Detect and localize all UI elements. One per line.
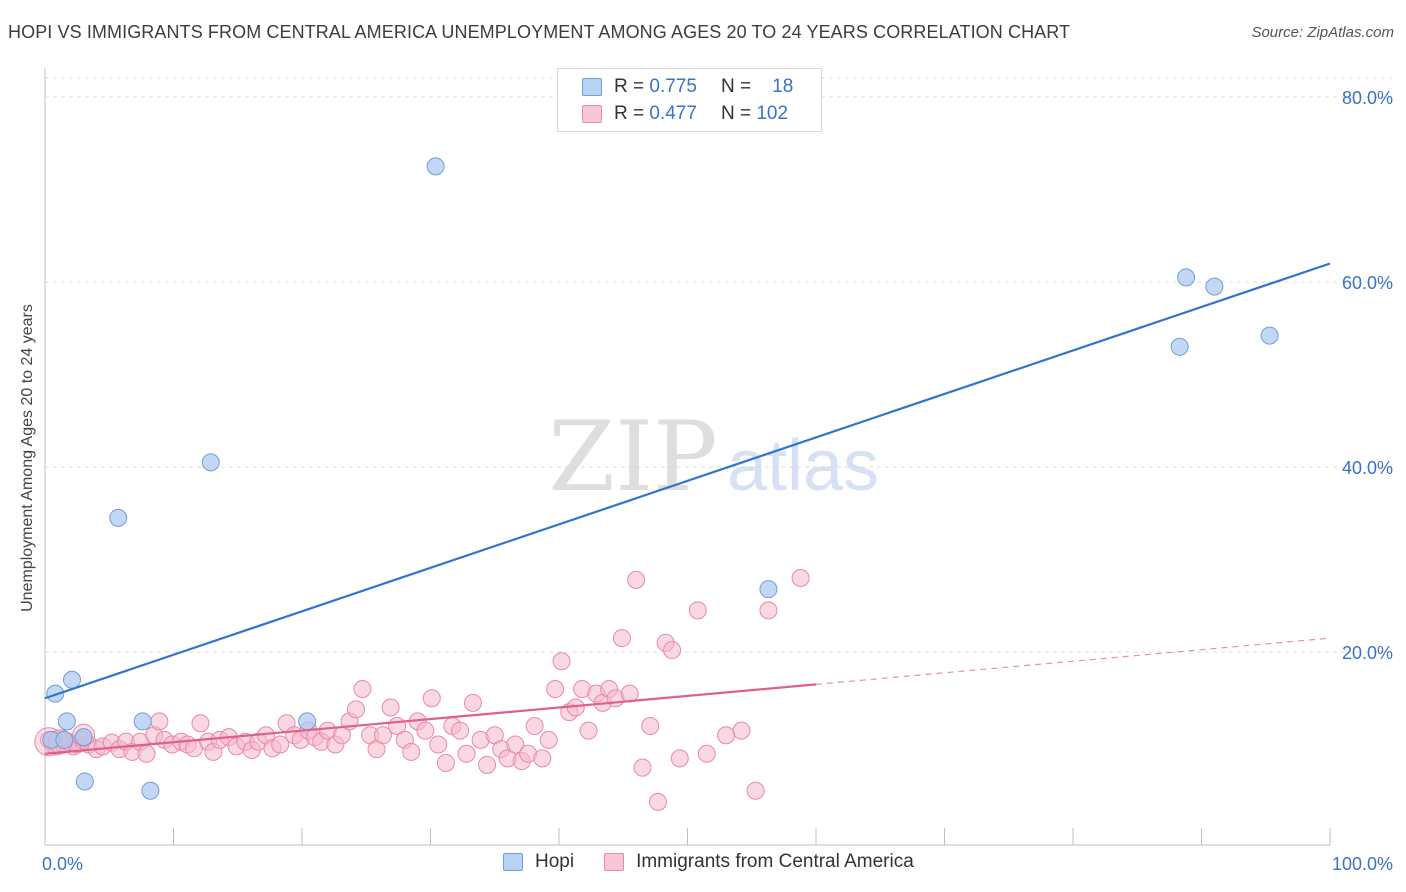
hopi-point [1205, 277, 1224, 296]
source-label: Source: ZipAtlas.com [1251, 24, 1394, 41]
x-tick-label: 100.0% [1332, 854, 1393, 874]
hopi-swatch [582, 78, 602, 96]
axis-layer [44, 68, 1331, 846]
immigrants-point [457, 744, 476, 763]
immigrants-point [546, 680, 565, 698]
immigrants-point [429, 735, 448, 754]
y-tick-label: 80.0% [1342, 88, 1393, 108]
hopi-point [201, 453, 220, 472]
immigrants-point [641, 717, 660, 735]
immigrants-point [478, 755, 497, 774]
immigrants-point [717, 726, 736, 745]
legend-r-value-hopi: 0.775 [649, 76, 697, 97]
hopi-point [1177, 268, 1196, 287]
hopi-point [62, 670, 81, 689]
immigrants-point [697, 744, 716, 763]
hopi-point [426, 157, 445, 176]
immigrants-point [633, 758, 652, 777]
hopi-points [42, 157, 1279, 800]
immigrants-point [373, 726, 392, 745]
hopi-legend-label: Hopi [535, 851, 575, 872]
tick-labels: 20.0% 40.0% 60.0% 80.0% 0.0% 100.0% [42, 88, 1393, 874]
immigrants-legend-label: Immigrants from Central America [636, 851, 914, 872]
legend-r-value-immigrants: 0.477 [649, 103, 697, 124]
watermark: ZIP atlas [548, 401, 879, 513]
immigrants-point [525, 717, 544, 735]
immigrants-point [463, 693, 482, 712]
hopi-point [133, 712, 152, 731]
immigrants-point [506, 735, 525, 754]
hopi-legend-swatch [503, 853, 523, 871]
legend-n-label: N = [720, 103, 752, 124]
hopi-point [109, 508, 128, 527]
immigrants-point [627, 570, 646, 589]
immigrants-point [579, 721, 598, 740]
hopi-point [1260, 326, 1279, 345]
series-legend: Hopi Immigrants from Central America [503, 851, 944, 873]
trend-lines [44, 262, 1331, 755]
legend-n-value-hopi: 18 [772, 76, 794, 97]
immigrants-points [34, 569, 810, 811]
immigrants-point [271, 735, 290, 754]
hopi-point [298, 712, 317, 731]
legend-n-value-immigrants: 102 [756, 103, 789, 124]
hopi-point [1170, 337, 1189, 356]
y-tick-label: 20.0% [1342, 643, 1393, 663]
immigrants-point [648, 792, 667, 811]
grid-layer [45, 77, 1392, 653]
legend-r-label: R = [614, 76, 645, 97]
immigrants-legend-swatch [604, 853, 625, 871]
hopi-point [57, 712, 76, 731]
immigrants-trend-extension [815, 637, 1331, 685]
hopi-point [55, 730, 74, 749]
hopi-point [759, 580, 778, 599]
immigrants-point [663, 641, 682, 660]
immigrants-trend-line [44, 683, 817, 755]
immigrants-point [150, 712, 169, 731]
hopi-point [75, 772, 94, 791]
immigrants-point [436, 754, 455, 772]
legend-row-immigrants: R = 0.477 N = 102 [582, 102, 788, 126]
series-legend-immigrants: Immigrants from Central America [604, 851, 914, 873]
correlation-legend: R = 0.775 N = 18 R = 0.477 N = 102 [557, 68, 822, 132]
chart-title: HOPI VS IMMIGRANTS FROM CENTRAL AMERICA … [8, 22, 1071, 42]
hopi-point [74, 728, 93, 747]
hopi-point [141, 781, 160, 800]
immigrants-point [612, 629, 631, 648]
immigrants-point [416, 721, 435, 740]
immigrants-point [346, 700, 365, 719]
immigrants-point [451, 721, 470, 740]
immigrants-point [791, 569, 810, 587]
immigrants-point [759, 601, 778, 620]
watermark-zip: ZIP [548, 401, 717, 513]
series-legend-hopi: Hopi [503, 851, 574, 873]
legend-n-label: N = [720, 76, 752, 97]
immigrants-swatch [582, 105, 602, 123]
immigrants-point [732, 721, 751, 740]
immigrants-point [191, 714, 210, 733]
immigrants-point [688, 601, 707, 620]
immigrants-point [353, 680, 372, 698]
immigrants-point [746, 781, 765, 800]
immigrants-point [422, 689, 441, 708]
immigrants-point [402, 742, 421, 761]
immigrants-point [381, 698, 400, 717]
hopi-trend-line [44, 262, 1331, 700]
watermark-atlas: atlas [727, 426, 879, 506]
immigrants-point [552, 652, 571, 671]
immigrants-point [137, 744, 156, 763]
immigrants-point [539, 730, 558, 749]
y-tick-label: 60.0% [1342, 273, 1393, 293]
immigrants-point [670, 749, 689, 768]
legend-row-hopi: R = 0.775 N = 18 [582, 75, 793, 99]
y-tick-label: 40.0% [1342, 458, 1393, 478]
x-tick-label: 0.0% [42, 854, 83, 874]
legend-r-label: R = [614, 103, 645, 124]
immigrants-point [533, 749, 552, 768]
